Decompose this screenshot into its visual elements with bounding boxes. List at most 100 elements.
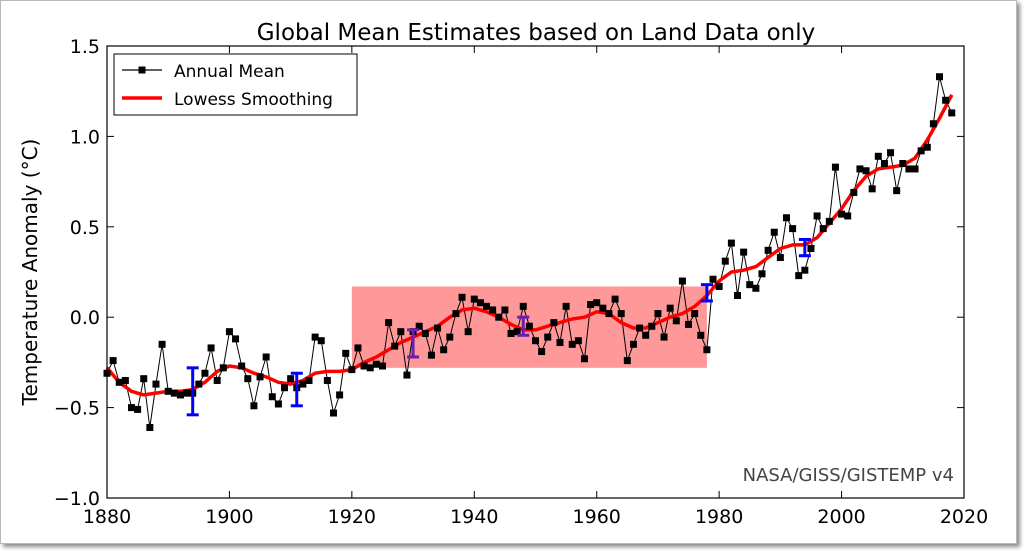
annual-mean-point (470, 295, 478, 303)
x-tick-label: 1880 (83, 506, 131, 528)
annual-mean-point (642, 331, 650, 339)
x-tick-label: 1900 (205, 506, 253, 528)
annual-mean-point (183, 389, 191, 397)
error-bar (798, 237, 811, 258)
annual-mean-point (348, 366, 356, 374)
annual-mean-point (574, 337, 582, 345)
annual-mean-point (734, 292, 742, 300)
annual-mean-point (923, 143, 931, 151)
annual-mean-point (795, 272, 803, 280)
lowess-smoothing-line (105, 93, 954, 397)
annual-mean-point (648, 322, 656, 330)
annual-mean-point (489, 306, 497, 314)
y-tick-label: 0.5 (70, 217, 100, 239)
chart-title: Global Mean Estimates based on Land Data… (257, 20, 816, 46)
annual-mean-point (121, 376, 129, 384)
annual-mean-point (819, 225, 827, 233)
annual-mean-point (672, 317, 680, 325)
annual-mean-point (752, 284, 760, 292)
annual-mean-point (666, 304, 674, 312)
annual-mean-point (887, 149, 895, 157)
annual-mean-point (544, 333, 552, 341)
annual-mean-point (825, 217, 833, 225)
annual-mean-point (654, 310, 662, 318)
annual-mean-point (893, 187, 901, 195)
annual-mean-point (323, 376, 331, 384)
legend-lowess-label: Lowess Smoothing (174, 90, 333, 110)
annual-mean-point (415, 322, 423, 330)
annual-mean-point (519, 302, 527, 310)
annual-mean-point (458, 293, 466, 301)
x-tick-label: 1980 (695, 506, 743, 528)
annual-mean-point (807, 244, 815, 252)
annual-mean-point (948, 109, 956, 117)
annual-mean-point (421, 329, 429, 337)
annual-mean-point (244, 375, 252, 383)
y-tick-label: −0.5 (54, 398, 100, 420)
annual-mean-point (691, 310, 699, 318)
annual-mean-point (213, 376, 221, 384)
annual-mean-point (568, 340, 576, 348)
legend-annual-mean-label: Annual Mean (174, 62, 285, 82)
annual-mean-point (281, 384, 289, 392)
annual-mean-point (146, 423, 154, 431)
annual-mean-point (844, 212, 852, 220)
y-axis-label: Temperature Anomaly (°C) (18, 139, 42, 407)
annual-mean-point (397, 328, 405, 336)
annual-mean-point (764, 246, 772, 254)
annual-mean-point (434, 324, 442, 332)
annual-mean-point (385, 319, 393, 327)
annual-mean-point (868, 185, 876, 193)
annual-mean-point (372, 360, 380, 368)
annual-mean-point (715, 282, 723, 290)
y-tick-label: −1.0 (54, 488, 100, 510)
annual-mean-point (727, 239, 735, 247)
error-bar (517, 315, 530, 337)
annual-mean-point (440, 346, 448, 354)
y-tick-label: 0.0 (70, 307, 100, 329)
annual-mean-point (268, 393, 276, 401)
annual-mean-point (464, 328, 472, 336)
annual-mean-point (697, 331, 705, 339)
annual-mean-point (287, 375, 295, 383)
annual-mean-point (507, 329, 515, 337)
annual-mean-point (917, 147, 925, 155)
annual-mean-point (329, 409, 337, 417)
annual-mean-point (140, 375, 148, 383)
legend-box (113, 53, 358, 116)
annual-mean-point (709, 275, 717, 283)
annual-mean-point (746, 281, 754, 289)
annual-mean-point (225, 328, 233, 336)
annual-mean-point (176, 391, 184, 399)
annual-mean-point (305, 376, 313, 384)
annual-mean-point (740, 248, 748, 256)
annual-mean-point (250, 402, 258, 410)
plot-area (106, 45, 965, 499)
annual-mean-point (152, 380, 160, 388)
annual-mean-point (274, 400, 282, 408)
plot-layer (103, 73, 956, 431)
annual-mean-point (929, 120, 937, 128)
annual-mean-point (360, 362, 368, 370)
annual-mean-point (336, 391, 344, 399)
x-tick-label: 1960 (573, 506, 621, 528)
annual-mean-point (391, 342, 399, 350)
annual-mean-point (685, 320, 693, 328)
annual-mean-point (856, 165, 864, 173)
x-tick-label: 2020 (940, 506, 988, 528)
annual-mean-point (170, 389, 178, 397)
annual-mean-point (874, 152, 882, 160)
source-watermark: NASA/GISS/GISTEMP v4 (743, 465, 954, 486)
annual-mean-point (813, 212, 821, 220)
annual-mean-point (831, 163, 839, 171)
y-tick-label: 1.0 (70, 126, 100, 148)
annual-mean-point (207, 344, 215, 352)
annual-mean-point (238, 362, 246, 370)
annual-mean-point (850, 188, 858, 196)
annual-mean-point (513, 328, 521, 336)
annual-mean-point (232, 335, 240, 343)
annual-mean-line (106, 76, 953, 428)
annual-mean-point (556, 339, 564, 347)
x-tick-label: 2000 (817, 506, 865, 528)
annual-mean-point (366, 364, 374, 372)
